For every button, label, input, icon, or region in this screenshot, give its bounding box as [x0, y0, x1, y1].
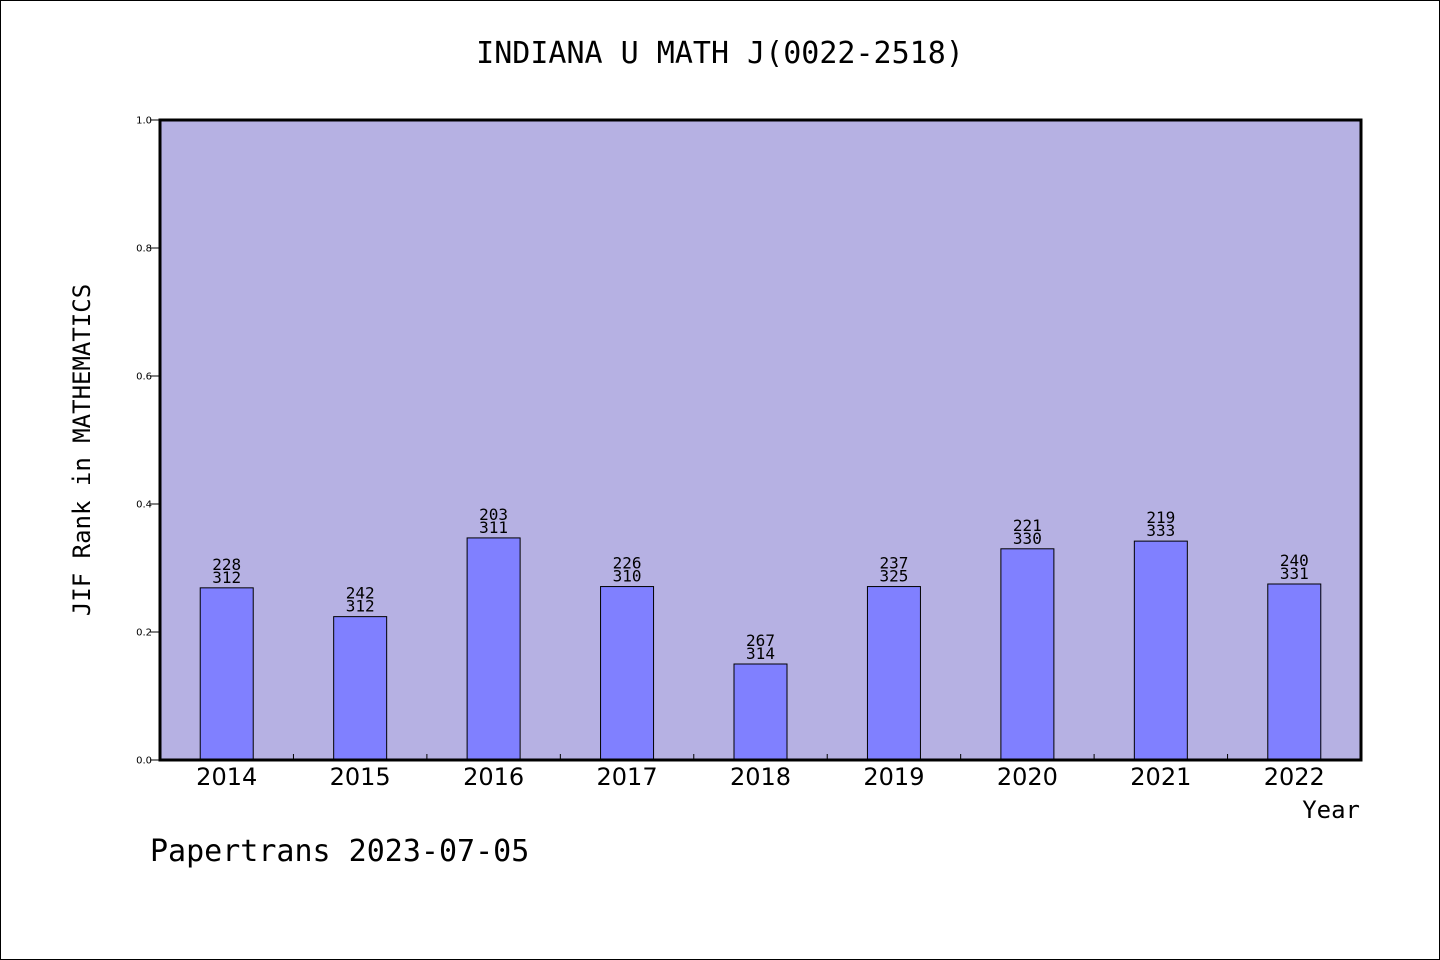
x-tick-label: 2016 — [463, 763, 524, 791]
bar — [600, 586, 655, 761]
bar-label-rank: 228 — [212, 555, 241, 574]
bar-label-rank: 242 — [346, 584, 375, 603]
y-tick-label: 0.8 — [136, 244, 152, 255]
bar — [466, 537, 521, 761]
bar — [333, 616, 388, 761]
bar — [1133, 540, 1188, 761]
chart-title: INDIANA U MATH J(0022-2518) — [476, 36, 964, 71]
x-tick-label: 2017 — [597, 763, 658, 791]
bar-label-total: 311 — [479, 518, 508, 537]
bar-label-total: 331 — [1280, 564, 1309, 583]
bar — [1000, 548, 1055, 761]
bar-label-total: 333 — [1146, 521, 1175, 540]
bar-label-total: 325 — [879, 567, 908, 586]
footer-credit: Papertrans 2023-07-05 — [150, 834, 530, 869]
bar-label-total: 312 — [212, 568, 241, 587]
y-tick-label: 1.0 — [136, 116, 152, 127]
bar-label-total: 314 — [746, 644, 775, 663]
bar-label-rank: 240 — [1280, 551, 1309, 570]
bar — [866, 586, 921, 761]
y-tick-label: 0.6 — [136, 372, 152, 383]
bar-label-total: 312 — [346, 597, 375, 616]
bar — [733, 663, 788, 761]
x-tick-label: 2021 — [1130, 763, 1191, 791]
x-tick-label: 2019 — [863, 763, 924, 791]
plot-border — [158, 118, 1363, 762]
bar-label-rank: 237 — [879, 554, 908, 573]
bar-label-total: 310 — [613, 567, 642, 586]
x-tick-label: 2020 — [997, 763, 1058, 791]
x-tick-label: 2018 — [730, 763, 791, 791]
bar-label-rank: 221 — [1013, 516, 1042, 535]
x-tick-label: 2015 — [330, 763, 391, 791]
y-tick-label: 0.0 — [136, 756, 152, 767]
bar-label-rank: 219 — [1146, 508, 1175, 527]
y-tick-label: 0.4 — [136, 500, 152, 511]
x-tick-label: 2014 — [196, 763, 257, 791]
bar-label-total: 330 — [1013, 529, 1042, 548]
bar-label-rank: 203 — [479, 505, 508, 524]
bar-label-rank: 267 — [746, 631, 775, 650]
bar — [1267, 583, 1322, 761]
x-tick-label: 2022 — [1264, 763, 1325, 791]
bar-label-rank: 226 — [613, 554, 642, 573]
y-tick-label: 0.2 — [136, 628, 152, 639]
bar — [199, 587, 254, 761]
x-axis-label: Year — [1302, 796, 1360, 824]
